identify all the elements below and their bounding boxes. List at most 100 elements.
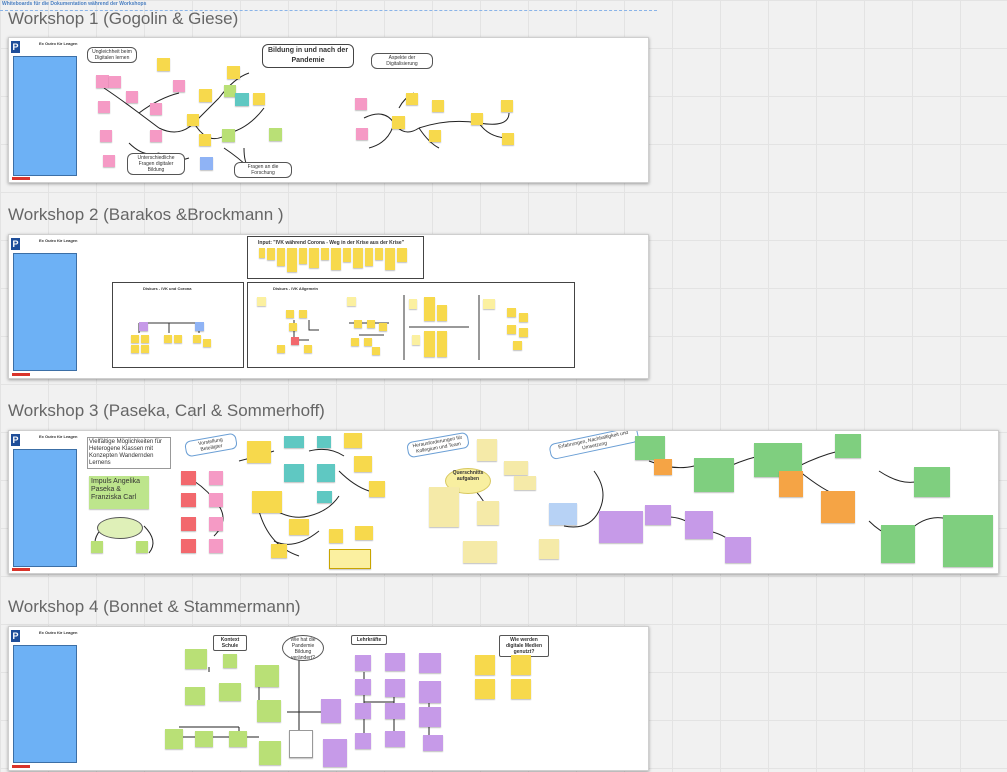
sticky-note[interactable] [271,544,287,558]
sticky-note[interactable] [821,491,855,523]
sticky-note[interactable] [131,345,139,353]
sticky-note[interactable] [109,76,121,88]
sticky-note[interactable] [174,335,182,343]
workshop-1-bubble-2[interactable]: Aspekte der Digitalisierung [371,53,433,69]
sticky-note[interactable] [365,248,373,266]
sticky-note[interactable] [423,735,443,751]
sticky-note[interactable] [323,739,347,767]
sticky-note[interactable] [424,297,435,321]
sticky-note[interactable] [255,665,279,687]
sticky-note[interactable] [150,103,162,115]
sticky-note[interactable] [367,320,375,328]
sticky-note[interactable] [549,503,577,525]
sticky-note[interactable] [475,679,495,699]
sticky-note[interactable] [507,325,516,334]
sticky-note[interactable] [247,441,271,463]
workshop-2-frame[interactable]: P Ex Outro für Leagen Input: "IVK währen… [8,234,649,379]
sticky-note[interactable] [513,341,522,350]
sticky-note[interactable] [209,471,223,485]
workshop-3-frame[interactable]: P Ex Outro für Leagen Vielfältig [8,430,999,574]
sticky-note[interactable] [277,345,285,353]
sticky-note[interactable] [779,471,803,497]
sticky-note[interactable] [139,322,148,331]
sticky-note[interactable] [181,471,196,485]
sticky-note[interactable] [309,248,319,268]
sticky-note[interactable] [141,345,149,353]
sticky-note[interactable] [195,731,213,747]
sticky-note[interactable] [329,529,343,543]
sticky-note[interactable] [193,335,201,343]
sticky-note[interactable] [477,501,499,525]
sticky-note[interactable] [321,699,341,723]
sticky-note[interactable] [881,525,915,563]
workshop-4-frame[interactable]: P Ex Outro für Leagen Kontext Schule Wie… [8,626,649,771]
sticky-note[interactable] [259,741,281,765]
sticky-note[interactable] [477,439,497,461]
sticky-note[interactable] [356,128,368,140]
sticky-note[interactable] [645,505,671,525]
sticky-note[interactable] [209,517,223,531]
sticky-note[interactable] [199,89,212,102]
sticky-note[interactable] [321,248,329,260]
workshop-1-bubble-4[interactable]: Fragen an die Forschung [234,162,292,178]
sticky-note[interactable] [257,700,281,722]
sticky-note[interactable] [355,98,367,110]
sticky-note[interactable] [185,649,207,669]
sticky-note[interactable] [329,549,371,569]
sticky-note[interactable] [252,491,282,513]
sticky-note[interactable] [203,339,211,347]
workshop-3-impuls-note[interactable]: Impuls Angelika Paseka & Franziska Carl [89,476,149,509]
sticky-note[interactable] [385,679,405,697]
sticky-note[interactable] [355,733,371,749]
sticky-note[interactable] [519,328,528,337]
sticky-note[interactable] [91,541,103,553]
sticky-note[interactable] [136,541,148,553]
workshop-2-box-right[interactable]: Diskurs - IVK Allgemein [247,282,575,368]
sticky-note[interactable] [379,323,387,331]
sticky-note[interactable] [165,729,183,749]
sticky-note[interactable] [406,93,418,105]
sticky-note[interactable] [291,337,299,345]
sticky-note[interactable] [227,66,240,79]
sticky-note[interactable] [511,679,531,699]
workshop-2-box-left[interactable]: Diskurs - IVK und Corona [112,282,244,368]
sticky-note[interactable] [284,436,304,448]
sticky-note[interactable] [419,707,441,727]
sticky-note[interactable] [224,85,236,97]
sticky-note[interactable] [173,80,185,92]
sticky-note[interactable] [289,323,297,331]
sticky-note[interactable] [200,157,213,170]
workshop-1-frame[interactable]: P Ex Outro für Leagen Ungleichheit beim … [8,37,649,183]
sticky-note[interactable] [253,93,265,105]
sticky-note[interactable] [355,679,371,695]
sticky-note[interactable] [353,248,363,268]
sticky-note[interactable] [141,335,149,343]
sticky-note[interactable] [126,91,138,103]
sticky-note[interactable] [354,320,362,328]
sticky-note[interactable] [372,347,380,355]
sticky-note[interactable] [199,134,211,146]
sticky-note[interactable] [181,539,196,553]
sticky-note[interactable] [502,133,514,145]
sticky-note[interactable] [331,248,341,270]
sticky-note[interactable] [289,519,309,535]
sticky-note[interactable] [429,487,459,527]
workshop-1-bubble-1[interactable]: Ungleichheit beim Digitalen lernen [87,47,137,63]
workshop-3-intro-text[interactable]: Vielfältige Möglichkeiten für Heterogene… [87,437,171,469]
workshop-3-green-bubble[interactable] [97,517,143,539]
sticky-note[interactable] [471,113,483,125]
workshop-4-col-2[interactable]: Lehrkräfte [351,635,387,645]
sticky-note[interactable] [284,464,304,482]
sticky-note[interactable] [96,75,109,88]
sticky-note[interactable] [286,310,294,318]
sticky-note[interactable] [943,515,993,567]
sticky-note[interactable] [219,683,241,701]
sticky-note[interactable] [355,526,373,540]
sticky-note[interactable] [209,539,223,553]
sticky-note[interactable] [223,654,237,668]
sticky-note[interactable] [539,539,559,559]
sticky-note[interactable] [289,730,313,758]
sticky-note[interactable] [437,305,447,321]
sticky-note[interactable] [397,248,407,262]
sticky-note[interactable] [222,129,235,142]
